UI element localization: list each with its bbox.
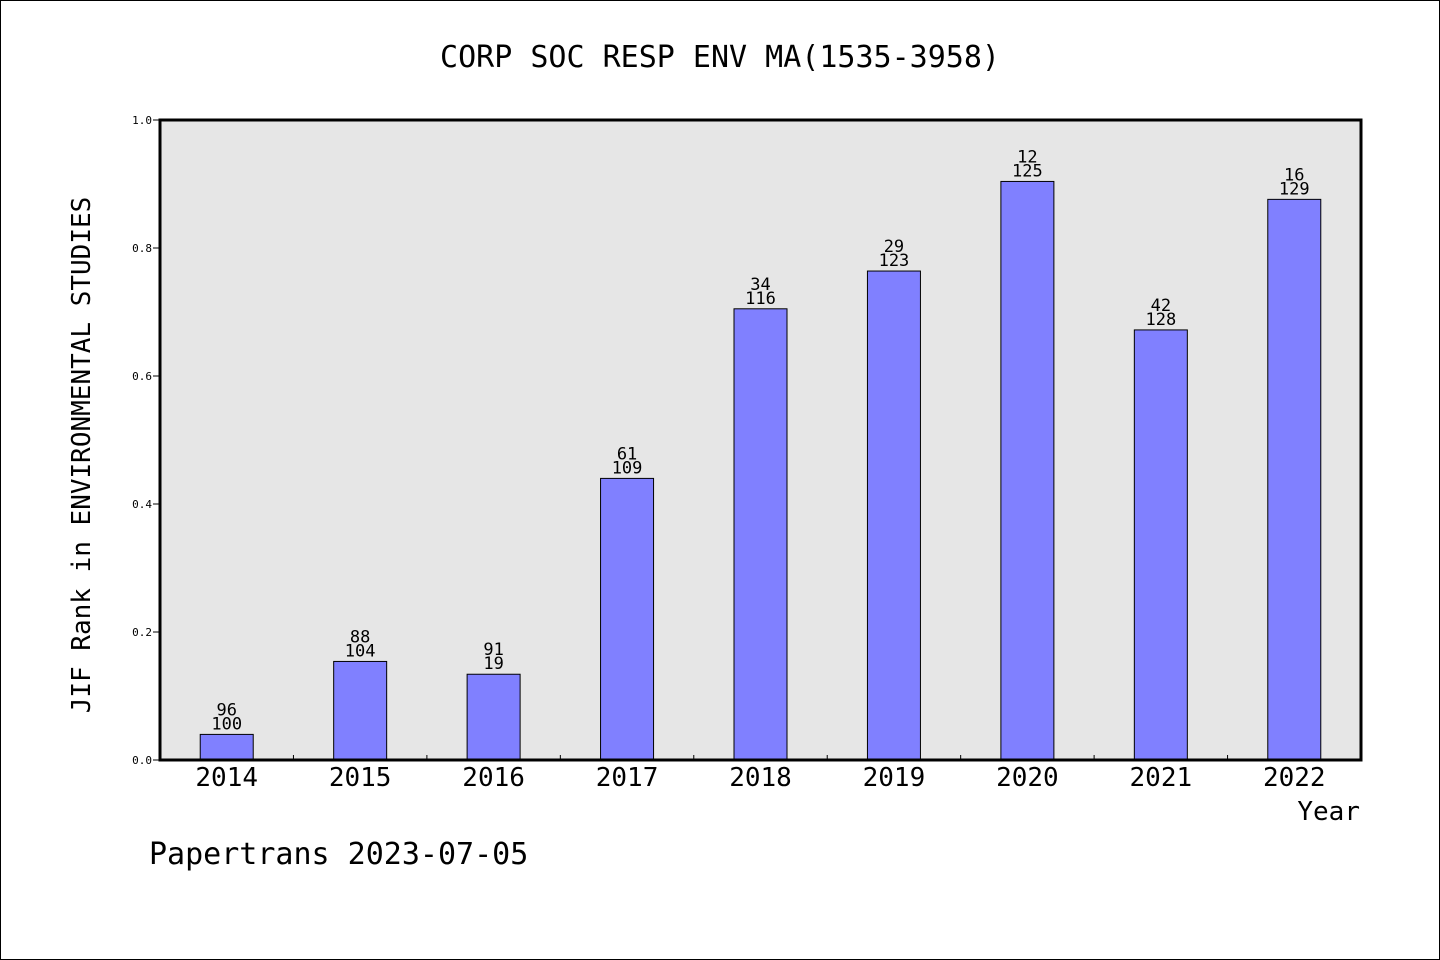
bar-rank-label: 29 <box>884 237 904 257</box>
bar-rank-label: 12 <box>1017 147 1037 167</box>
bar-2016 <box>466 673 521 761</box>
bar-total-label: 128 <box>1145 310 1176 330</box>
bar-total-label: 100 <box>211 714 242 734</box>
x-axis-label: Year <box>1297 797 1360 827</box>
plot-border <box>158 118 1363 762</box>
y-tick-label: 0.8 <box>132 242 152 255</box>
x-tick-label: 2017 <box>596 763 659 793</box>
bar-2015 <box>333 660 388 761</box>
x-tick-label: 2020 <box>996 763 1059 793</box>
x-tick-label: 2021 <box>1130 763 1193 793</box>
x-tick-label: 2015 <box>329 763 392 793</box>
bar-2021 <box>1133 329 1188 761</box>
bar-2017 <box>600 477 655 761</box>
bar-rank-label: 34 <box>750 275 770 295</box>
bar-total-label: 125 <box>1012 161 1043 181</box>
y-tick-label: 1.0 <box>132 114 152 127</box>
x-axis: 2014 2015 2016 2017 2018 2019 2020 2021 2022 <box>195 755 1326 793</box>
bar-total-label: 116 <box>745 289 776 309</box>
bar-2018 <box>733 308 788 761</box>
y-axis-label: JIF Rank in ENVIRONMENTAL STUDIES <box>67 197 97 714</box>
footer-credit: Papertrans 2023-07-05 <box>149 837 528 872</box>
bar-rank-label: 91 <box>483 640 503 660</box>
bar-rank-label: 61 <box>617 444 637 464</box>
bar-total-label: 123 <box>879 251 910 271</box>
x-tick-label: 2014 <box>195 763 258 793</box>
bar-rank-label: 16 <box>1284 165 1304 185</box>
bar-rank-label: 88 <box>350 627 370 647</box>
bar-rank-label: 42 <box>1151 296 1171 316</box>
bar-2014 <box>199 733 254 761</box>
bar-2022 <box>1267 198 1322 761</box>
bar-rank-label: 96 <box>216 700 236 720</box>
x-tick-label: 2022 <box>1263 763 1326 793</box>
y-tick-label: 0.6 <box>132 370 152 383</box>
bar-total-label: 104 <box>345 641 376 661</box>
bar-total-label: 129 <box>1279 179 1310 199</box>
y-axis: 0.0 0.2 0.4 0.6 0.8 1.0 <box>132 114 160 767</box>
bar-total-label: 19 <box>483 654 503 674</box>
x-tick-label: 2018 <box>729 763 792 793</box>
y-tick-label: 0.4 <box>132 498 152 511</box>
x-tick-label: 2019 <box>863 763 926 793</box>
chart-title: CORP SOC RESP ENV MA(1535-3958) <box>440 40 1000 75</box>
bar-2020 <box>1000 180 1055 761</box>
x-tick-label: 2016 <box>462 763 525 793</box>
y-tick-label: 0.2 <box>132 626 152 639</box>
y-tick-label: 0.0 <box>132 754 152 767</box>
bar-2019 <box>866 270 921 761</box>
bar-total-label: 109 <box>612 458 643 478</box>
